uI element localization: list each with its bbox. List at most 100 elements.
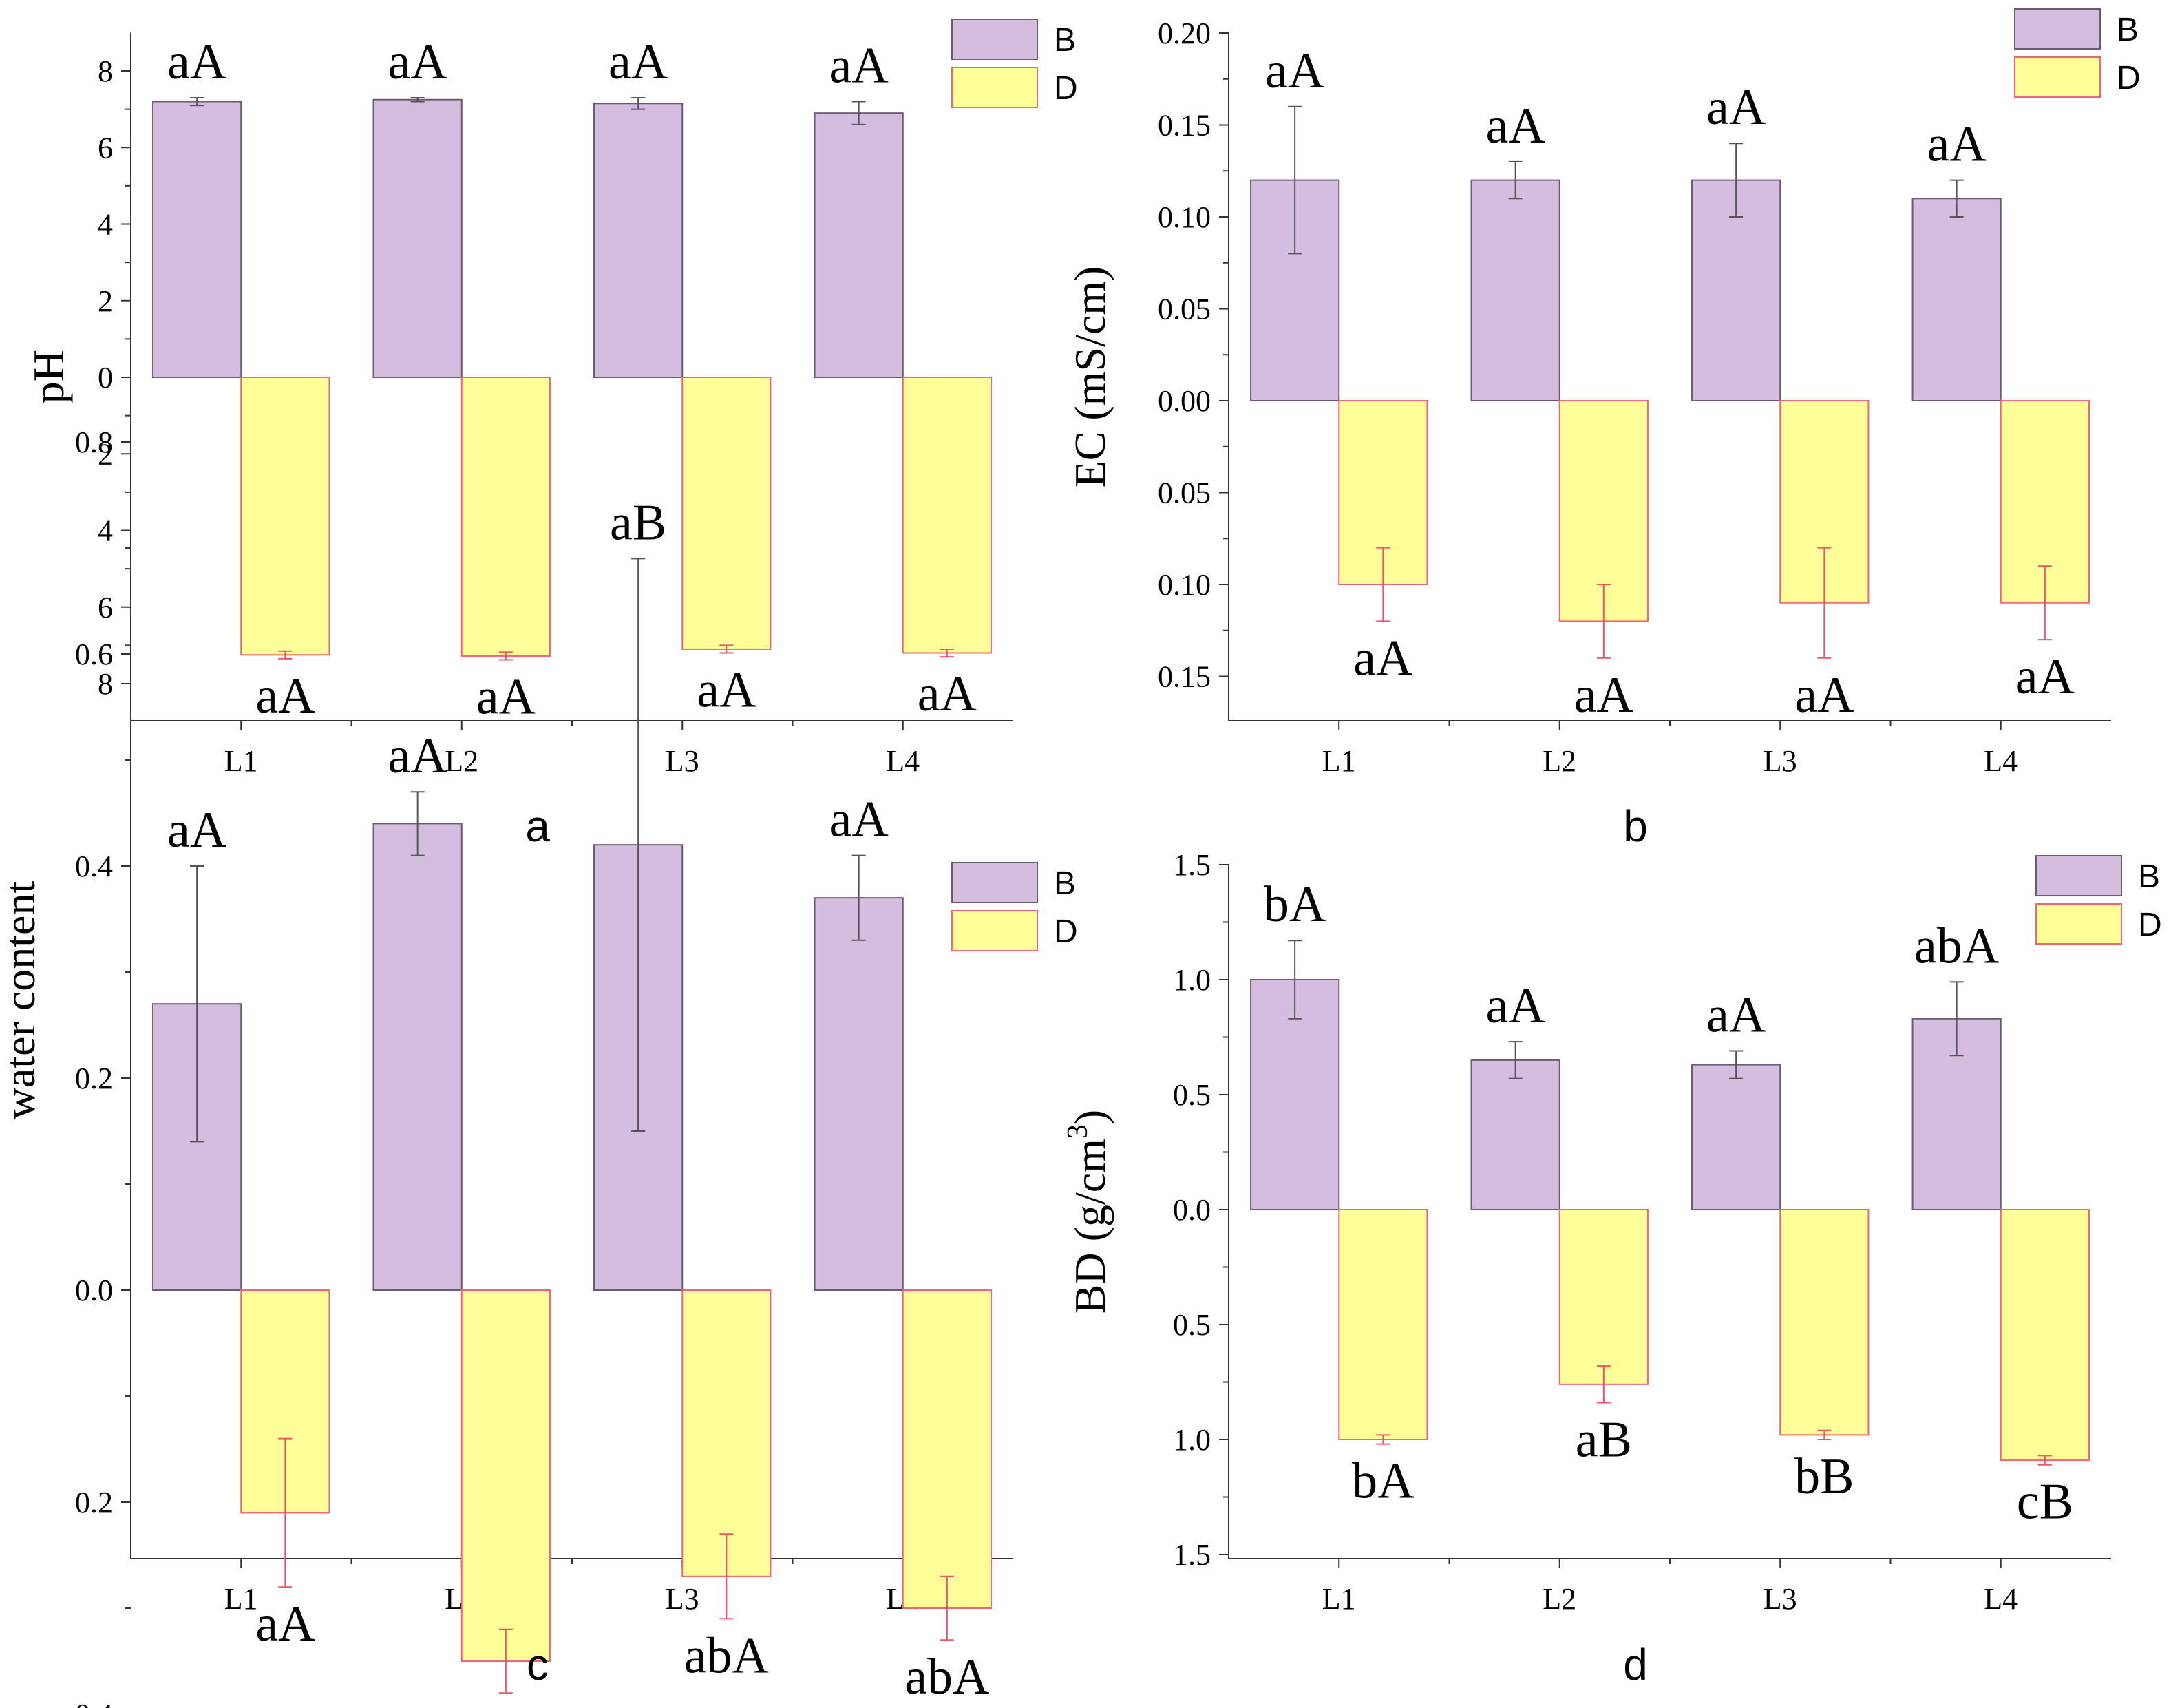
legend-label: B (2117, 12, 2139, 48)
x-tick-label: L1 (224, 1582, 258, 1616)
significance-label: aA (167, 34, 226, 90)
y-tick-label: 0.0 (1173, 1193, 1211, 1227)
y-tick-label: 8 (98, 667, 113, 701)
y-tick-label: 0.15 (1158, 109, 1211, 143)
x-tick-label: L3 (666, 744, 699, 778)
x-tick-label: L4 (1984, 744, 2018, 778)
legend-label: D (2117, 60, 2141, 96)
significance-label: aA (1574, 667, 1633, 724)
x-tick-label: L4 (886, 744, 920, 778)
y-axis-title-end: ) (1066, 1110, 1114, 1124)
x-tick-label: L1 (1322, 744, 1356, 778)
panel-letter: c (527, 1640, 549, 1689)
y-tick-label: 1.5 (1173, 1538, 1211, 1572)
significance-label: aA (918, 666, 977, 722)
significance-label: aA (829, 792, 889, 848)
chart-panel-b: 0.00 0.05 0.10 0.15 0.20 0.05 0.10 0.15 L1 L2 L3 L4… (1066, 8, 2141, 851)
legend-label: B (1054, 22, 1076, 59)
y-tick-label: 0.5 (1173, 1308, 1211, 1342)
y-axis-title: BD (g/cm3) (1062, 1110, 1114, 1314)
y-tick-label: 0.4 (75, 850, 113, 883)
significance-label: aA (829, 38, 889, 94)
y-tick-label: 6 (98, 591, 113, 624)
x-tick-label: L1 (224, 744, 258, 778)
bar-b-l4 (814, 897, 904, 1291)
legend-label: D (2138, 907, 2162, 943)
bar-b-l1 (152, 101, 242, 378)
significance-label: aA (608, 34, 668, 90)
bar-d-l3 (1779, 1209, 1870, 1436)
bar-d-l2 (460, 377, 551, 657)
legend-swatch-d (2035, 903, 2122, 945)
legend-swatch-d (951, 910, 1038, 951)
significance-label: bA (475, 1702, 537, 1708)
significance-label: aA (476, 669, 536, 726)
bar-d-l1 (240, 377, 330, 656)
y-axis-title-main: EC (mS/cm) (1066, 266, 1114, 488)
y-tick-label: 0.2 (75, 1486, 113, 1519)
y-axis-title-main: BD (g/cm (1066, 1139, 1114, 1314)
x-tick-label: L4 (1984, 1582, 2018, 1616)
significance-label: aA (388, 728, 447, 784)
significance-label: aA (1794, 667, 1854, 724)
significance-label: aA (1706, 79, 1766, 136)
significance-label: aA (2015, 649, 2075, 705)
x-tick-label: L3 (666, 1582, 699, 1616)
bar-b-l4 (814, 112, 904, 378)
significance-label: aA (167, 802, 226, 858)
bar-d-l2 (460, 1289, 551, 1662)
y-tick-label: 2 (98, 437, 113, 471)
legend-swatch-d (951, 67, 1038, 108)
panel-letter: d (1623, 1640, 1648, 1689)
significance-label: aA (1927, 116, 1987, 173)
significance-label: aA (697, 662, 756, 719)
y-tick-label: 1.5 (1173, 848, 1211, 882)
legend-label: B (2138, 858, 2160, 895)
y-tick-label: 0.5 (1173, 1078, 1211, 1112)
y-tick-label: 8 (98, 54, 113, 88)
significance-label: aA (1486, 98, 1545, 154)
y-tick-label: 0.00 (1158, 384, 1211, 418)
y-axis-title-sup: 3 (1062, 1124, 1094, 1139)
bar-d-l2 (1558, 1209, 1649, 1385)
x-tick-label: L2 (1543, 1582, 1576, 1616)
legend-label: D (1054, 70, 1078, 107)
x-tick-label: L3 (1764, 744, 1797, 778)
significance-label: abA (904, 1649, 989, 1705)
bar-d-l3 (681, 1289, 772, 1577)
bar-b-l2 (1470, 179, 1560, 401)
y-tick-label: 0.15 (1158, 660, 1211, 694)
bar-b-l2 (372, 98, 463, 378)
panel-letter: a (525, 801, 550, 851)
legend-swatch-d (2014, 56, 2101, 98)
significance-label: aA (255, 668, 315, 724)
chart-panel-c: 0.00.20.40.60.80.20.4L1L2L3L4aAaAaBaAaAb… (0, 425, 1078, 1708)
bar-d-l4 (902, 1289, 992, 1609)
significance-label: aB (1576, 1412, 1632, 1468)
significance-label: aB (610, 494, 666, 551)
x-tick-label: L3 (1764, 1582, 1797, 1616)
legend-swatch-b (951, 19, 1038, 60)
bar-b-l4 (1911, 198, 2002, 401)
y-axis-title-main: water content (0, 881, 44, 1120)
significance-label: aA (1265, 43, 1324, 99)
y-axis-title: EC (mS/cm) (1066, 266, 1114, 488)
significance-label: bB (1794, 1448, 1854, 1505)
y-tick-label: 6 (98, 131, 113, 165)
y-axis-title: water content (0, 881, 44, 1120)
x-tick-label: L2 (445, 744, 478, 778)
y-tick-label: 0.20 (1158, 17, 1211, 50)
y-axis-title-main: pH (24, 350, 73, 403)
significance-label: cB (2017, 1474, 2073, 1530)
significance-label: abA (1914, 918, 1999, 974)
x-tick-label: L1 (1322, 1582, 1356, 1616)
significance-label: aA (388, 34, 447, 90)
x-tick-label: L2 (1543, 744, 1576, 778)
y-tick-label: 0 (98, 361, 113, 394)
y-tick-label: 4 (98, 514, 113, 548)
bar-b-l2 (372, 823, 463, 1291)
y-tick-label: 0.10 (1158, 200, 1211, 234)
significance-label: abA (684, 1627, 769, 1684)
legend-swatch-b (2014, 8, 2101, 50)
